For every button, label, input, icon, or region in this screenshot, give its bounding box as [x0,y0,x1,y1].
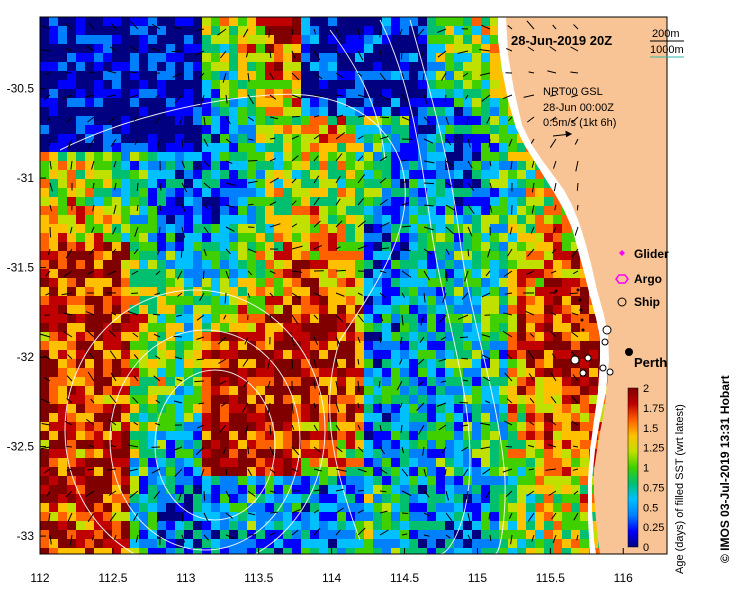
perth-marker-icon [625,348,633,356]
ship-observations [570,325,614,377]
lon-tick-label: 113 [176,571,195,585]
colorbar-tick-label: 2 [643,383,649,395]
lon-tick-label: 114 [322,571,341,585]
lon-tick-label: 114.5 [390,571,419,585]
current-scale-label: 0.5m/s (1kt 6h) [543,117,616,129]
colorbar-gradient [627,387,639,548]
glider-track [554,288,585,332]
contour-legend-200m: 200m [652,28,680,40]
current-vectors [40,20,579,546]
lat-tick-label: -30.5 [7,82,35,96]
lon-tick-label: 116 [614,571,633,585]
contour-legend-1000m: 1000m [650,44,684,56]
colorbar-tick-label: 1.5 [643,423,658,435]
bathymetry-contours [59,19,506,554]
colorbar: 0 0.25 0.5 0.75 1 1.25 1.5 1.75 2 Age (days) of … [627,383,686,574]
lat-tick-label: -33 [17,529,35,543]
legend-ship-label: Ship [634,295,660,309]
lon-tick-label: 115 [468,571,487,585]
colorbar-tick-label: 0.25 [643,522,664,534]
lon-tick-label: 112.5 [98,571,127,585]
colorbar-label: Age (days) of filled SST (wrt latest) [674,404,686,574]
lat-tick-label: -32 [17,350,35,364]
colorbar-tick-label: 0 [643,542,649,554]
lon-tick-label: 113.5 [244,571,273,585]
colorbar-tick-label: 0.5 [643,502,658,514]
latitude-axis: -30.5 -31 -31.5 -32 -32.5 -33 [7,82,46,543]
coastal-strip [498,17,609,554]
current-scale-arrow [552,130,573,138]
current-model-label: NRT00 GSL [543,86,603,98]
legend-glider-label: Glider [634,247,669,261]
colorbar-tick-label: 1.75 [643,403,664,415]
hex-icon [615,274,629,284]
map-plot-area [40,17,667,554]
colorbar-tick-label: 1.25 [643,443,664,455]
colorbar-tick-label: 0.75 [643,482,664,494]
city-label-perth: Perth [634,355,667,370]
current-time-label: 28-Jun 00:00Z [543,102,614,114]
platform-legend: Glider Argo Ship [615,247,669,309]
legend-argo-label: Argo [634,272,662,286]
land-area [498,17,667,554]
longitude-axis: 112 112.5 113 113.5 114 114.5 115 115.5 116 [30,548,633,585]
colorbar-ticks: 0 0.25 0.5 0.75 1 1.25 1.5 1.75 2 [643,383,664,554]
lon-tick-label: 115.5 [536,571,565,585]
map-frame [39,16,668,555]
map-title: 28-Jun-2019 20Z [511,33,612,48]
circle-icon [617,297,627,307]
diamond-icon [619,250,625,256]
lat-tick-label: -32.5 [7,440,35,454]
lat-tick-label: -31.5 [7,261,35,275]
lat-tick-label: -31 [17,171,35,185]
lon-tick-label: 112 [30,571,49,585]
colorbar-tick-label: 1 [643,463,649,475]
credit-text: © IMOS 03-Jul-2019 13:31 Hobart [718,375,732,563]
